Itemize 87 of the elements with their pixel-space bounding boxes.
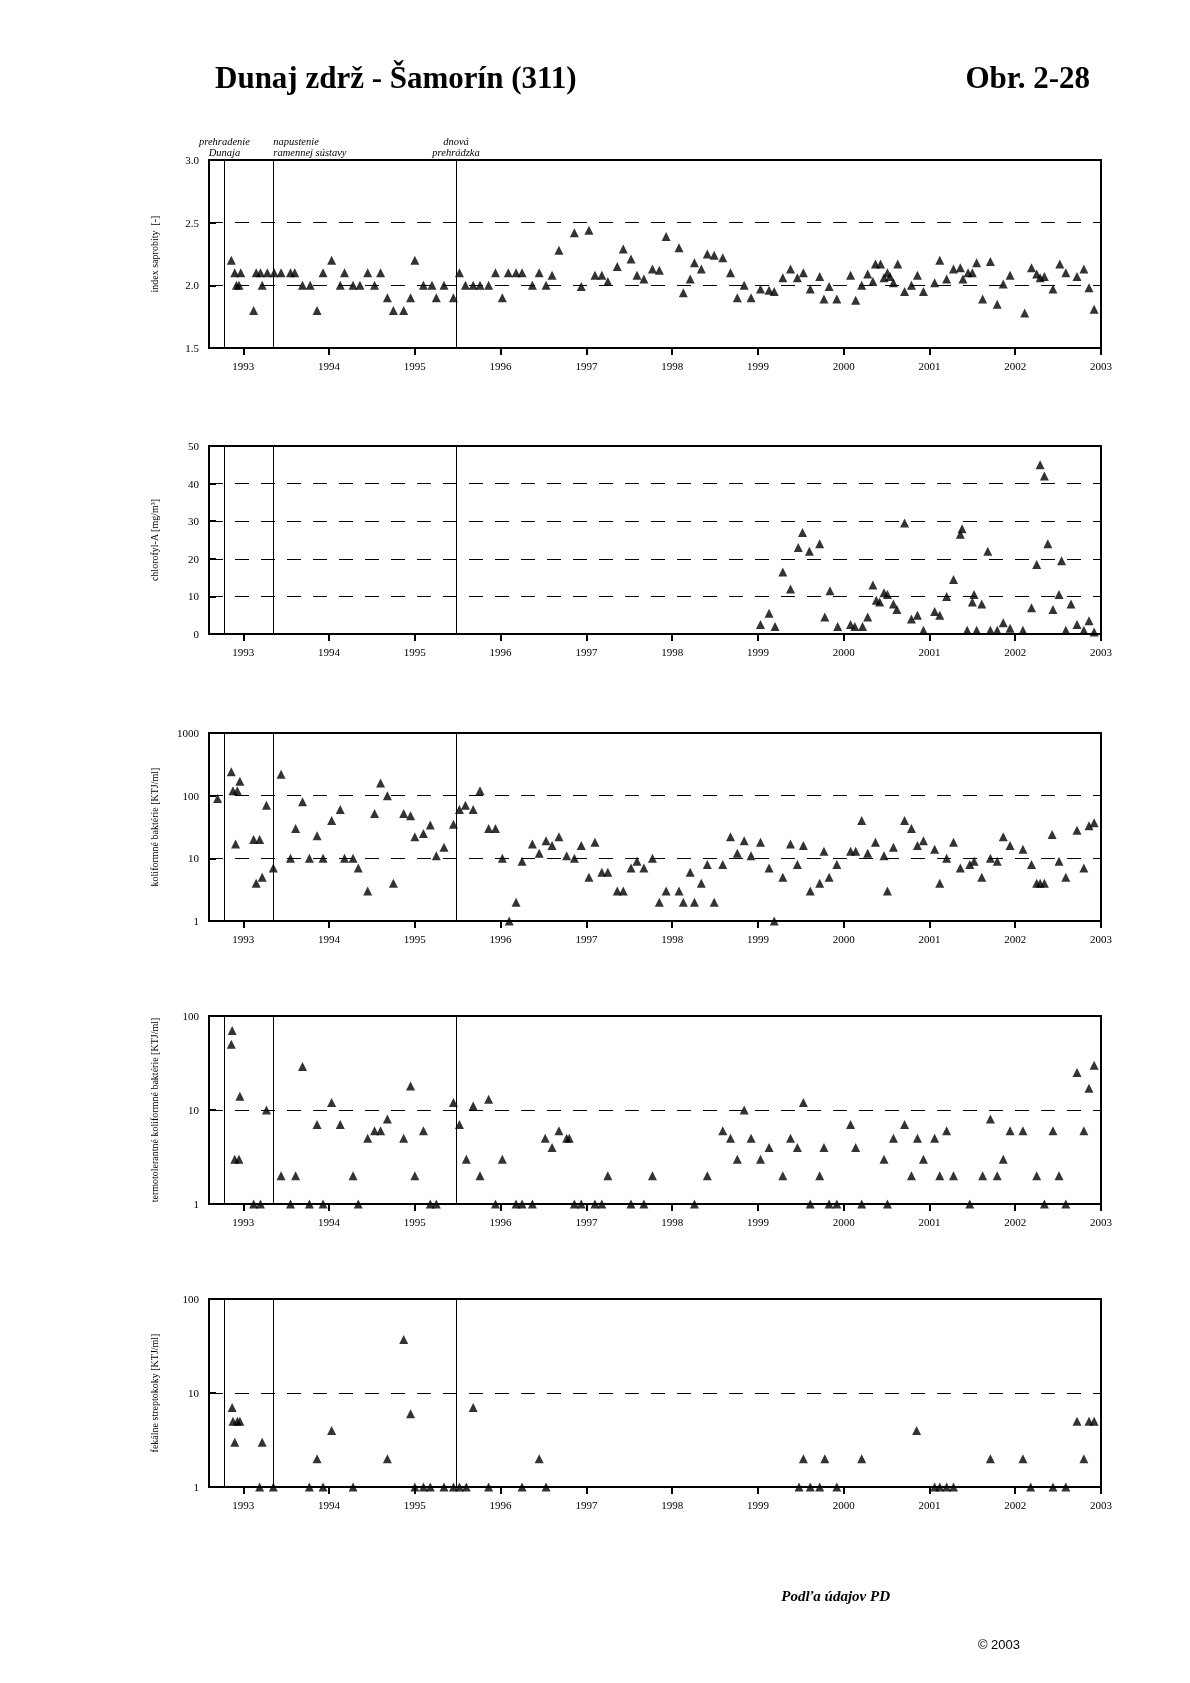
x-tick-label: 1998 [661, 645, 684, 658]
x-tick-label: 1996 [489, 1498, 513, 1511]
y-tick-label: 10 [188, 1104, 200, 1116]
x-tick-label: 2001 [918, 1215, 941, 1228]
x-tick-label: 2003 [1090, 359, 1113, 372]
y-tick-label: 1000 [177, 727, 200, 739]
x-tick-label: 1993 [232, 1215, 255, 1228]
x-tick-label: 1997 [575, 932, 598, 945]
x-tick-label: 1994 [318, 1215, 341, 1228]
x-tick-label: 1997 [575, 645, 598, 658]
x-tick-label: 1999 [746, 359, 770, 372]
x-tick-label: 1997 [575, 1215, 598, 1228]
x-tick-label: 2003 [1090, 932, 1113, 945]
text: Podľa údajov PD [781, 1587, 891, 1604]
x-tick-label: 1993 [232, 359, 255, 372]
y-tick-label: 100 [182, 789, 200, 802]
x-tick-label: 1995 [403, 1498, 427, 1511]
x-tick-label: 1995 [403, 359, 427, 372]
y-axis-title: fekálne streptokoky [KTJ/ml] [148, 1333, 160, 1453]
y-tick-label: 100 [182, 1010, 200, 1022]
y-tick-label: 100 [182, 1293, 200, 1305]
x-tick-label: 2000 [832, 932, 856, 945]
x-tick-label: 2002 [1004, 932, 1027, 945]
x-tick-label: 1996 [489, 1215, 513, 1228]
x-tick-label: 1997 [575, 1498, 598, 1511]
y-tick-label: 2.0 [185, 279, 200, 292]
y-axis-title: termotolerantné koliformné baktérie [KTJ/ml] [148, 1017, 160, 1203]
x-tick-label: 2003 [1090, 645, 1113, 658]
x-tick-label: 1996 [489, 645, 513, 658]
y-tick-label: 10 [188, 1387, 200, 1399]
x-tick-label: 1999 [746, 1215, 770, 1228]
y-axis-title: chlorofyl-A [mg/m³] [148, 498, 160, 582]
x-tick-label: 2003 [1090, 1498, 1113, 1511]
x-tick-label: 1994 [318, 932, 341, 945]
chart-title: Dunaj zdrž - Šamorín (311) [215, 60, 577, 96]
y-tick-label: 20 [188, 552, 200, 565]
y-tick-label: 1 [193, 1481, 199, 1493]
x-tick-label: 2003 [1090, 1215, 1113, 1228]
x-tick-label: 2001 [918, 359, 941, 372]
x-tick-label: 2000 [832, 359, 856, 372]
x-tick-label: 2002 [1004, 1498, 1027, 1511]
x-tick-label: 1993 [232, 932, 255, 945]
x-tick-label: 1993 [232, 1498, 255, 1511]
chart-subtitle: Obr. 2-28 [965, 60, 1090, 96]
x-tick-label: 1995 [403, 1215, 427, 1228]
y-tick-label: 1.5 [185, 342, 200, 354]
y-tick-label: 10 [188, 590, 200, 603]
x-tick-label: 1998 [661, 932, 684, 945]
x-tick-label: 1997 [575, 359, 598, 372]
x-tick-label: 1994 [318, 645, 341, 658]
text: © 2003 [977, 1637, 1021, 1652]
x-tick-label: 1999 [746, 1498, 770, 1511]
x-tick-label: 2002 [1004, 645, 1027, 658]
x-tick-label: 1993 [232, 645, 255, 658]
y-tick-label: 2.5 [185, 216, 200, 229]
y-tick-label: 10 [188, 852, 200, 865]
y-tick-label: 40 [188, 477, 200, 490]
y-tick-label: 0 [193, 628, 200, 640]
y-axis-title: koliformné baktérie [KTJ/ml] [148, 767, 160, 887]
x-tick-label: 1996 [489, 359, 513, 372]
y-tick-label: 30 [188, 515, 200, 528]
x-tick-label: 1999 [746, 932, 770, 945]
x-tick-label: 2001 [918, 1498, 941, 1511]
y-tick-label: 1 [193, 1198, 199, 1210]
x-tick-label: 1998 [661, 359, 684, 372]
y-tick-label: 1 [193, 915, 199, 927]
ref-line-label: dnová prehrádzka [431, 136, 480, 158]
x-tick-label: 1998 [661, 1215, 684, 1228]
x-tick-label: 1994 [318, 359, 341, 372]
x-tick-label: 2000 [832, 1215, 856, 1228]
x-tick-label: 1998 [661, 1498, 684, 1511]
x-tick-label: 2002 [1004, 359, 1027, 372]
y-axis-title: index saprobity [-] [148, 215, 160, 293]
x-tick-label: 1995 [403, 645, 427, 658]
ref-line-label: prehradenie Dunaja [197, 136, 251, 158]
y-tick-label: 3.0 [185, 154, 200, 166]
ref-line-label: napustenie ramennej sústavy [273, 136, 347, 158]
x-tick-label: 2002 [1004, 1215, 1027, 1228]
x-tick-label: 2001 [918, 932, 941, 945]
x-tick-label: 1999 [746, 645, 770, 658]
x-tick-label: 2001 [918, 645, 941, 658]
x-tick-label: 2000 [832, 1498, 856, 1511]
x-tick-label: 1996 [489, 932, 513, 945]
x-tick-label: 1995 [403, 932, 427, 945]
x-tick-label: 1994 [318, 1498, 341, 1511]
x-tick-label: 2000 [832, 645, 856, 658]
y-tick-label: 50 [188, 440, 200, 452]
